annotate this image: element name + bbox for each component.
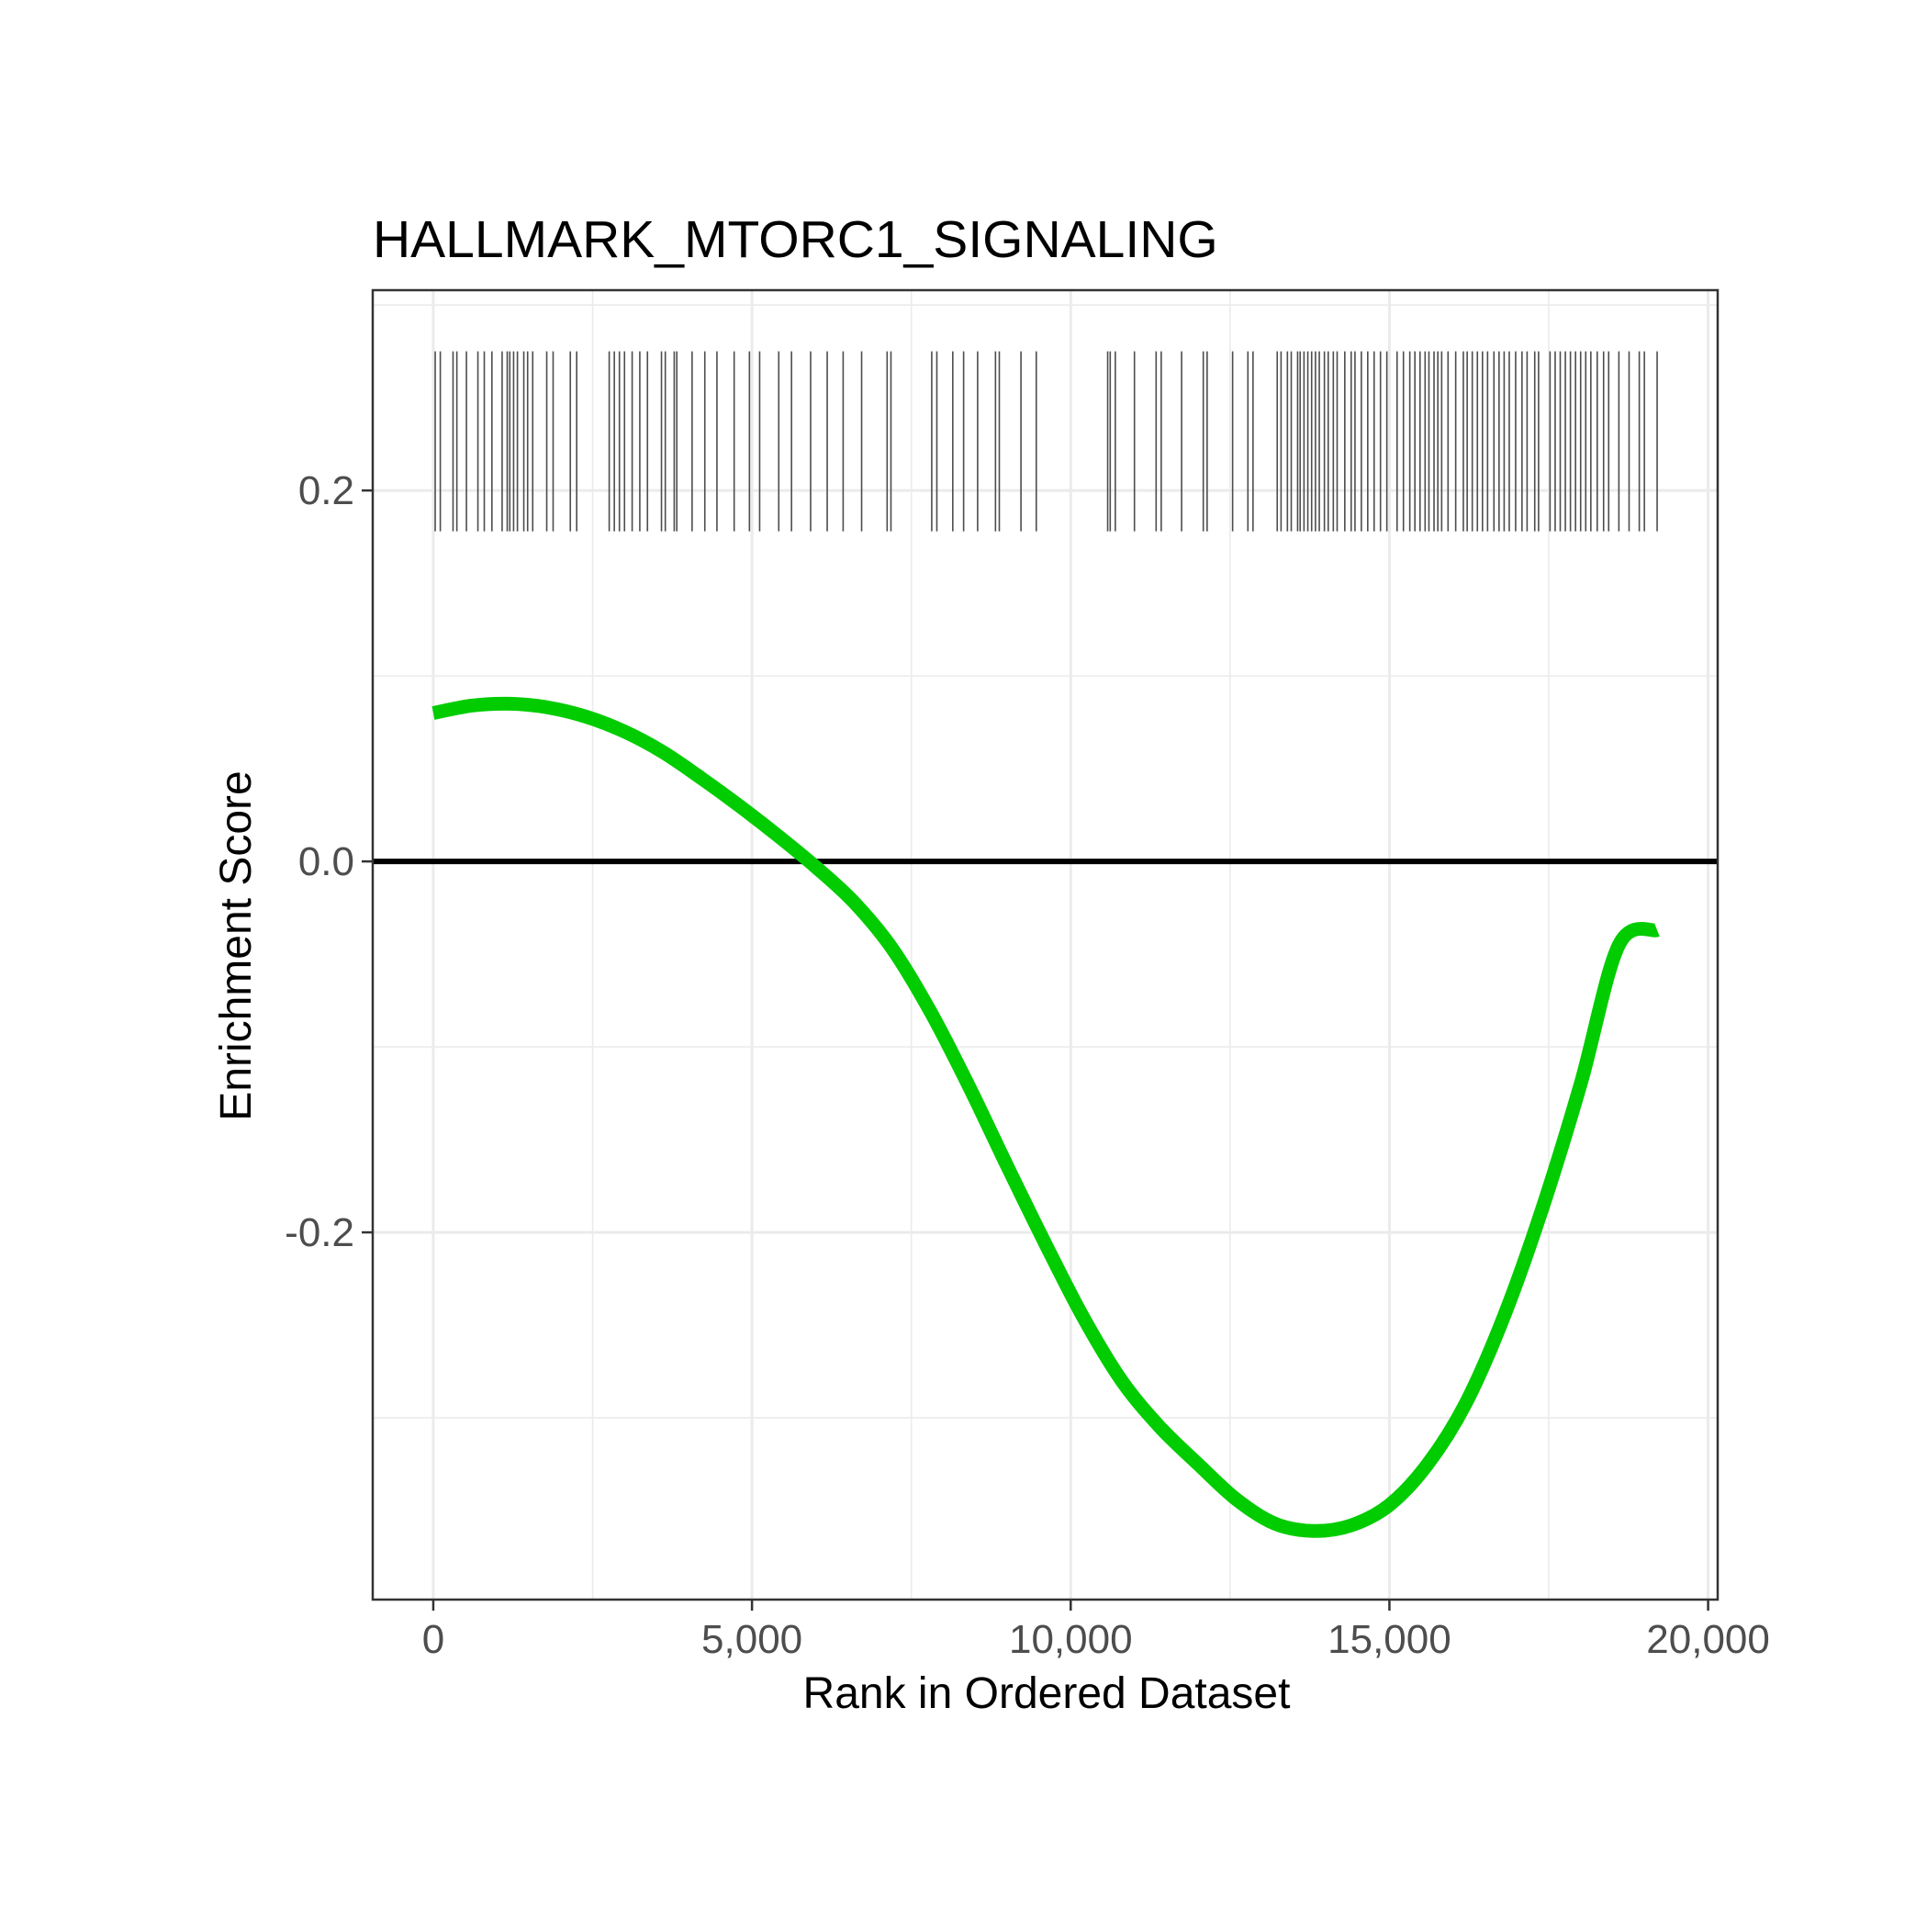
x-tick-label: 15,000 [1328,1617,1451,1662]
x-tick-label: 10,000 [1009,1617,1133,1662]
axis-layer: 0 5,000 10,000 15,000 20,000 0.2 0.0 -0.2 [285,468,1770,1662]
chart-title: HALLMARK_MTORC1_SIGNALING [373,210,1218,269]
y-tick-label: 0.0 [298,839,354,884]
y-axis-title: Enrichment Score [212,770,261,1121]
x-tick-label: 0 [422,1617,444,1662]
y-tick-label: 0.2 [298,468,354,513]
gene-hits-layer [434,351,1658,532]
y-tick-label: -0.2 [285,1210,354,1255]
x-tick-label: 20,000 [1646,1617,1770,1662]
x-axis-title: Rank in Ordered Dataset [803,1669,1291,1718]
enrichment-score-line [431,696,1660,1538]
panel-border [371,288,1720,1601]
enrichment-line-layer [431,696,1660,1538]
x-tick-label: 5,000 [701,1617,802,1662]
